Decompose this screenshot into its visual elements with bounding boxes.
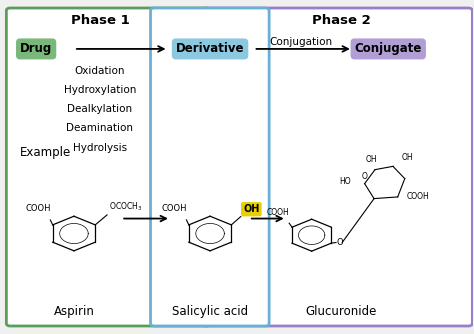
- FancyBboxPatch shape: [151, 8, 269, 326]
- Text: COOH: COOH: [267, 207, 290, 216]
- Text: Hydrolysis: Hydrolysis: [73, 143, 127, 153]
- Text: Dealkylation: Dealkylation: [67, 104, 133, 114]
- Text: COOH: COOH: [162, 204, 187, 213]
- Text: Conjugation: Conjugation: [269, 37, 332, 47]
- Text: COOH: COOH: [26, 204, 51, 213]
- Text: Drug: Drug: [20, 42, 52, 55]
- FancyBboxPatch shape: [6, 8, 210, 326]
- Text: HO: HO: [340, 177, 351, 186]
- Text: O: O: [336, 238, 343, 247]
- Text: OH: OH: [243, 204, 260, 214]
- Text: Oxidation: Oxidation: [75, 65, 125, 75]
- Text: Hydroxylation: Hydroxylation: [64, 85, 136, 95]
- Text: Glucuronide: Glucuronide: [305, 305, 377, 318]
- Text: OH: OH: [365, 155, 377, 164]
- FancyBboxPatch shape: [202, 8, 473, 326]
- Text: Aspirin: Aspirin: [54, 305, 94, 318]
- Text: Conjugate: Conjugate: [355, 42, 422, 55]
- Text: Derivative: Derivative: [176, 42, 244, 55]
- Text: Example: Example: [19, 146, 71, 159]
- Text: OCOCH$_3$: OCOCH$_3$: [109, 201, 143, 213]
- Text: Salicylic acid: Salicylic acid: [172, 305, 248, 318]
- Text: Deamination: Deamination: [66, 124, 134, 133]
- Text: OH: OH: [401, 153, 413, 162]
- Text: O: O: [361, 172, 367, 181]
- Text: Phase 1: Phase 1: [71, 14, 129, 27]
- Text: COOH: COOH: [406, 192, 429, 201]
- Text: Phase 2: Phase 2: [311, 14, 370, 27]
